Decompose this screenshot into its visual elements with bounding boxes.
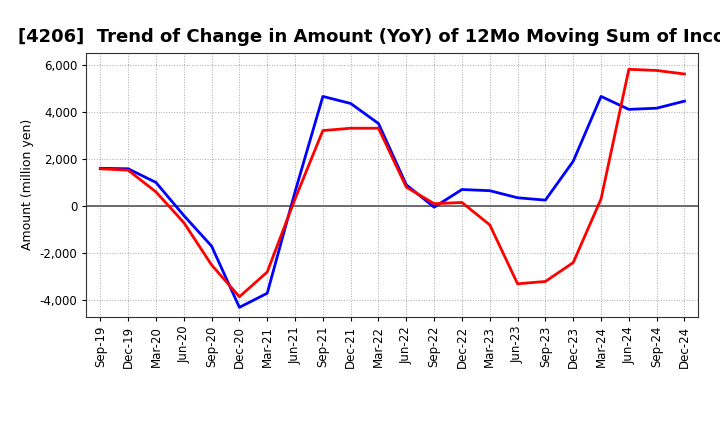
Net Income — [263, 269, 271, 275]
Ordinary Income — [513, 195, 522, 200]
Net Income — [624, 66, 633, 72]
Ordinary Income — [235, 305, 243, 310]
Ordinary Income — [652, 106, 661, 111]
Net Income — [513, 281, 522, 286]
Ordinary Income — [458, 187, 467, 192]
Legend: Ordinary Income, Net Income: Ordinary Income, Net Income — [230, 434, 555, 440]
Net Income — [124, 168, 132, 173]
Net Income — [179, 220, 188, 225]
Net Income — [569, 260, 577, 265]
Ordinary Income — [207, 243, 216, 249]
Net Income — [235, 294, 243, 299]
Ordinary Income — [402, 182, 410, 187]
Net Income — [485, 222, 494, 227]
Ordinary Income — [318, 94, 327, 99]
Line: Net Income: Net Income — [100, 69, 685, 297]
Ordinary Income — [541, 198, 550, 203]
Net Income — [652, 68, 661, 73]
Net Income — [402, 184, 410, 190]
Title: [4206]  Trend of Change in Amount (YoY) of 12Mo Moving Sum of Incomes: [4206] Trend of Change in Amount (YoY) o… — [18, 28, 720, 46]
Ordinary Income — [680, 99, 689, 104]
Net Income — [597, 196, 606, 202]
Net Income — [291, 196, 300, 202]
Ordinary Income — [569, 158, 577, 164]
Net Income — [374, 125, 383, 131]
Ordinary Income — [485, 188, 494, 193]
Ordinary Income — [291, 189, 300, 194]
Ordinary Income — [179, 213, 188, 218]
Net Income — [96, 166, 104, 172]
Ordinary Income — [152, 180, 161, 185]
Net Income — [346, 125, 355, 131]
Ordinary Income — [263, 290, 271, 296]
Ordinary Income — [124, 166, 132, 172]
Line: Ordinary Income: Ordinary Income — [100, 96, 685, 308]
Y-axis label: Amount (million yen): Amount (million yen) — [21, 119, 34, 250]
Net Income — [541, 279, 550, 284]
Ordinary Income — [430, 205, 438, 210]
Net Income — [318, 128, 327, 133]
Net Income — [458, 200, 467, 205]
Net Income — [207, 262, 216, 268]
Ordinary Income — [374, 121, 383, 126]
Ordinary Income — [96, 165, 104, 171]
Net Income — [430, 201, 438, 206]
Ordinary Income — [597, 94, 606, 99]
Net Income — [680, 71, 689, 77]
Ordinary Income — [624, 107, 633, 112]
Net Income — [152, 189, 161, 194]
Ordinary Income — [346, 101, 355, 106]
